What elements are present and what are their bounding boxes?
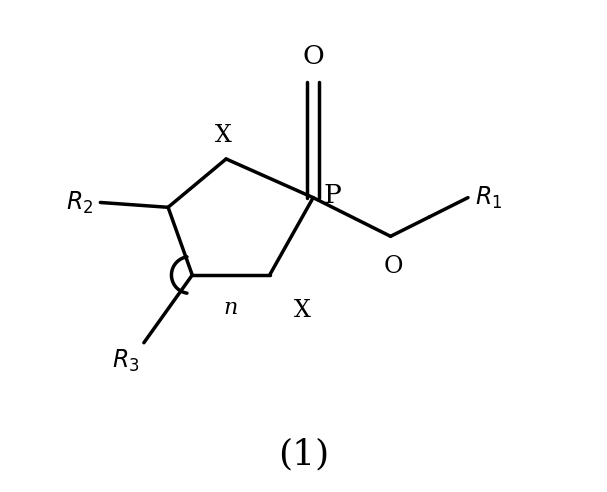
Text: $R_2$: $R_2$ xyxy=(66,189,93,215)
Text: $R_3$: $R_3$ xyxy=(112,347,139,374)
Text: n: n xyxy=(224,297,238,319)
Text: O: O xyxy=(383,255,402,277)
Text: P: P xyxy=(324,183,342,208)
Text: X: X xyxy=(294,299,311,322)
Text: $R_1$: $R_1$ xyxy=(475,184,503,211)
Text: X: X xyxy=(215,124,232,147)
Text: O: O xyxy=(302,44,324,69)
Text: (1): (1) xyxy=(278,437,329,471)
